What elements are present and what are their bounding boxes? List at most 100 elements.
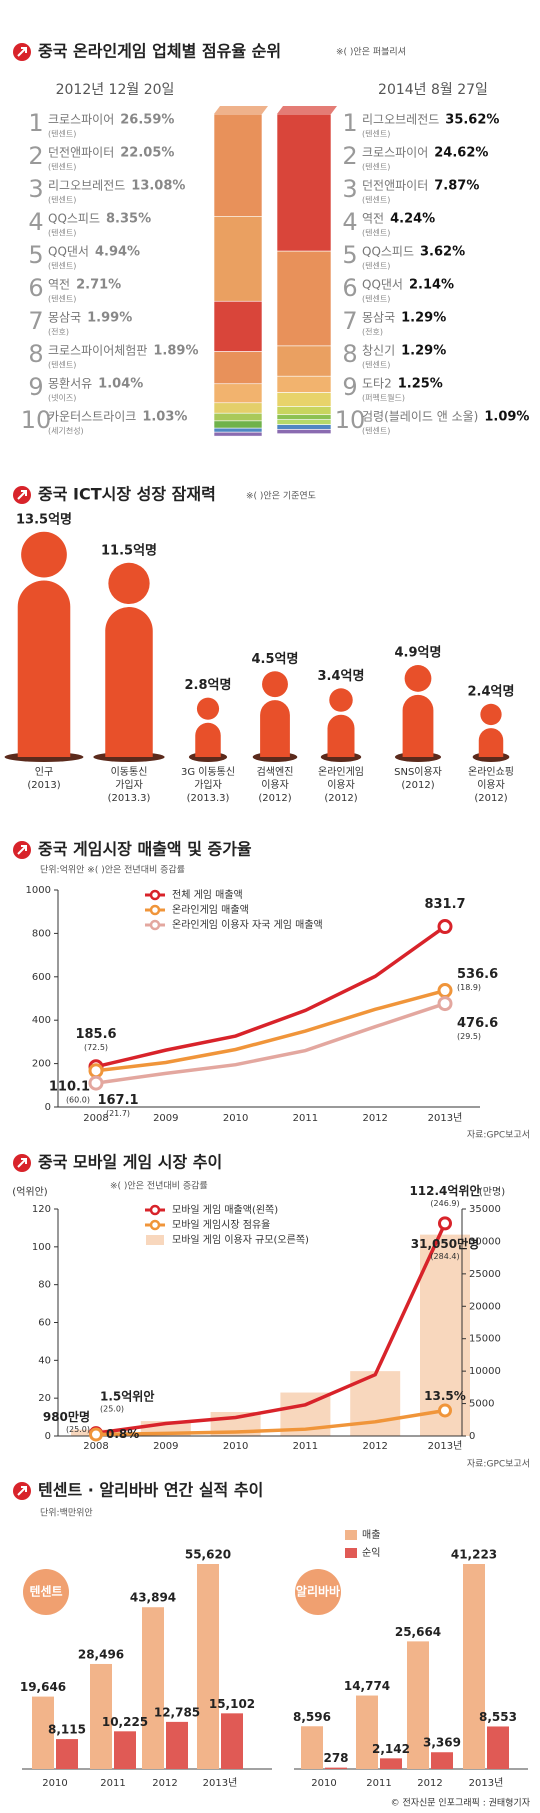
y2-tick-label: 15000 bbox=[469, 1334, 501, 1345]
growth-label: (25.0) bbox=[100, 1405, 124, 1414]
source: 자료:GPC보고서 bbox=[467, 1130, 530, 1141]
x-tick-label: 2012 bbox=[362, 1441, 387, 1452]
category-label: (2013) bbox=[27, 780, 60, 791]
value-label: 13.5% bbox=[424, 1389, 466, 1403]
share-segment bbox=[276, 406, 332, 416]
category-label: (2012) bbox=[258, 793, 291, 804]
rank: 10 bbox=[21, 406, 52, 434]
value-label: 2.8억명 bbox=[185, 677, 232, 693]
publisher: (텐센트) bbox=[362, 426, 390, 436]
value-label: 25,664 bbox=[395, 1625, 441, 1639]
publisher: (세기천성) bbox=[48, 426, 84, 436]
value-label: 1.09% bbox=[484, 410, 529, 425]
value-label: 476.6 bbox=[457, 1016, 498, 1031]
share-segment bbox=[213, 420, 263, 429]
point-marker bbox=[437, 919, 453, 935]
y2-tick-label: 20000 bbox=[469, 1301, 501, 1312]
rank: 1 bbox=[342, 109, 357, 137]
figure-body bbox=[260, 700, 290, 757]
bar bbox=[166, 1721, 188, 1769]
x-tick-label: 2013년 bbox=[428, 1112, 463, 1124]
value-label: 1.29% bbox=[401, 344, 446, 359]
source: 자료:GPC보고서 bbox=[467, 1459, 530, 1470]
share-segment bbox=[276, 414, 332, 420]
series-line bbox=[95, 1222, 447, 1435]
value-label: 7.87% bbox=[434, 179, 479, 194]
category-label: 3G 이동통신 bbox=[181, 766, 235, 778]
section-icons bbox=[13, 43, 31, 1500]
y-tick-label: 0 bbox=[45, 1431, 51, 1442]
company-name: 알리바바 bbox=[296, 1584, 340, 1599]
y-tick-label: 0 bbox=[45, 1102, 51, 1113]
y-tick-label: 40 bbox=[38, 1355, 51, 1366]
figure-body bbox=[327, 714, 355, 757]
value-label: 1.25% bbox=[398, 377, 443, 392]
value-label: 12,785 bbox=[154, 1705, 200, 1719]
legend-label: 매출 bbox=[362, 1529, 380, 1541]
section-subtitle: 단위:억위안 ※( )안은 전년대비 증감률 bbox=[40, 864, 185, 876]
legend-label: 온라인게임 매출액 bbox=[172, 903, 249, 916]
y-tick-label: 60 bbox=[38, 1318, 51, 1329]
x-tick-label: 2011 bbox=[100, 1778, 125, 1789]
publisher: (전호) bbox=[362, 327, 383, 337]
y-tick-label: 200 bbox=[32, 1059, 51, 1070]
x-tick-label: 2013년 bbox=[428, 1440, 463, 1452]
y2-tick-label: 10000 bbox=[469, 1366, 501, 1377]
person-figure bbox=[105, 562, 153, 757]
company-name: 텐센트 bbox=[29, 1584, 62, 1599]
point-marker bbox=[437, 983, 453, 999]
figure-body bbox=[195, 722, 221, 757]
rank: 4 bbox=[28, 208, 43, 236]
company-badge bbox=[295, 1569, 341, 1615]
value-label: 8,115 bbox=[48, 1723, 86, 1737]
point-marker bbox=[438, 1403, 452, 1418]
rank: 2 bbox=[28, 142, 43, 170]
share-segment bbox=[213, 427, 263, 433]
game-name: 리그오브레전드 bbox=[48, 179, 125, 193]
bar bbox=[431, 1752, 453, 1769]
rank: 3 bbox=[28, 175, 43, 203]
bar bbox=[356, 1695, 378, 1769]
value-label: 536.6 bbox=[457, 967, 498, 982]
figure-head bbox=[21, 531, 67, 578]
bar bbox=[301, 1726, 323, 1769]
publisher: (텐센트) bbox=[362, 261, 390, 271]
category-label: (2012) bbox=[324, 793, 357, 804]
category-label: (2012) bbox=[401, 780, 434, 791]
bar-top bbox=[277, 106, 337, 114]
rank: 6 bbox=[28, 274, 43, 302]
publisher: (텐센트) bbox=[48, 294, 76, 304]
category-label: (2013.3) bbox=[108, 793, 151, 804]
value-label: 831.7 bbox=[424, 897, 465, 912]
publisher: (넷이즈) bbox=[48, 393, 76, 403]
bar bbox=[407, 1641, 429, 1769]
rank: 10 bbox=[335, 406, 366, 434]
game-name: QQ댄서 bbox=[362, 278, 403, 292]
y-tick-label: 80 bbox=[38, 1280, 51, 1291]
bar bbox=[463, 1564, 485, 1769]
rank: 8 bbox=[342, 340, 357, 368]
game-name: 검령(블레이드 앤 소울) bbox=[362, 410, 478, 424]
x-tick-label: 2010 bbox=[311, 1778, 336, 1789]
y-tick-label: 400 bbox=[32, 1015, 51, 1026]
section-note: ※( )안은 전년대비 증감률 bbox=[110, 1180, 208, 1192]
game-name: 크로스파이어 bbox=[362, 146, 428, 160]
person-figure bbox=[260, 671, 290, 757]
section-title: 중국 ICT시장 성장 잠재력 bbox=[38, 485, 216, 504]
person-figure bbox=[478, 703, 504, 757]
publisher: (텐센트) bbox=[48, 195, 76, 205]
publisher: (텐센트) bbox=[48, 360, 76, 370]
series-line bbox=[95, 1408, 446, 1437]
figure-head bbox=[108, 562, 150, 605]
y-tick-label: 120 bbox=[32, 1204, 51, 1215]
x-tick-label: 2010 bbox=[223, 1113, 248, 1124]
share-segment bbox=[276, 419, 332, 425]
y-tick-label: 1000 bbox=[26, 885, 51, 896]
game-name: 역전 bbox=[48, 278, 70, 292]
game-name: QQ댄서 bbox=[48, 245, 89, 259]
game-name: QQ스피드 bbox=[362, 245, 414, 259]
value-label: 4.24% bbox=[390, 212, 435, 227]
share-segment bbox=[213, 216, 263, 302]
value-label: 112.4억위안 bbox=[409, 1183, 480, 1198]
